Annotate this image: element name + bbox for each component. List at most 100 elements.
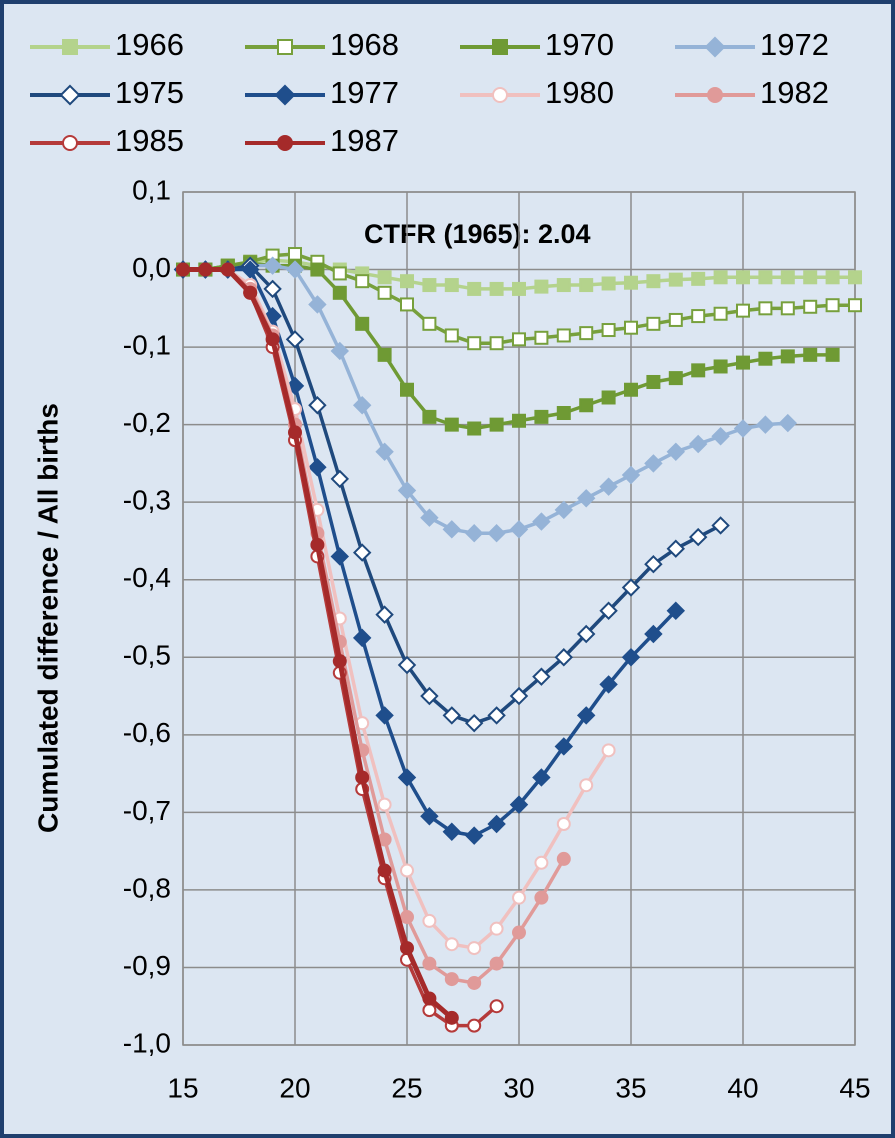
y-axis-label: Cumulated difference / All births	[32, 403, 63, 833]
marker	[263, 279, 282, 299]
marker	[848, 298, 862, 313]
marker	[422, 913, 437, 928]
marker	[422, 1003, 437, 1018]
y-tick-label: -0,1	[123, 329, 171, 360]
marker	[825, 270, 840, 285]
marker	[467, 421, 482, 436]
marker	[377, 347, 392, 362]
marker	[330, 547, 350, 566]
legend-marker	[492, 87, 508, 103]
marker	[554, 648, 574, 667]
marker	[355, 316, 370, 331]
marker	[780, 270, 795, 285]
y-tick-label: -0,7	[123, 795, 171, 826]
marker	[778, 413, 798, 433]
marker	[534, 855, 549, 870]
marker	[265, 332, 280, 347]
marker	[556, 278, 571, 293]
marker	[534, 409, 549, 424]
y-tick-label: -0,9	[123, 950, 171, 981]
marker	[599, 601, 618, 620]
marker	[554, 500, 574, 520]
legend-label: 1970	[545, 27, 614, 62]
marker	[579, 778, 594, 793]
marker	[330, 341, 350, 361]
marker	[713, 270, 728, 285]
marker	[512, 281, 526, 296]
marker	[489, 999, 504, 1014]
marker	[601, 390, 616, 405]
y-tick-label: -0,3	[123, 485, 171, 516]
marker	[400, 274, 414, 289]
marker	[733, 419, 753, 438]
marker	[352, 543, 372, 562]
legend-marker	[62, 39, 78, 55]
legend-marker	[492, 39, 508, 55]
marker	[646, 274, 661, 289]
legend-marker	[274, 84, 296, 106]
marker	[509, 520, 529, 539]
marker	[758, 351, 773, 366]
marker	[489, 956, 504, 971]
marker	[467, 975, 482, 990]
marker	[355, 274, 370, 289]
marker	[352, 396, 372, 415]
x-tick-label: 15	[167, 1072, 198, 1103]
x-tick-label: 35	[615, 1072, 646, 1103]
legend-marker	[59, 84, 81, 106]
x-tick-label: 40	[727, 1072, 758, 1103]
marker	[444, 972, 459, 987]
marker	[288, 425, 302, 440]
marker	[554, 737, 574, 756]
marker	[400, 297, 414, 312]
marker	[375, 605, 394, 624]
marker	[668, 371, 683, 386]
marker	[444, 417, 459, 432]
legend-label: 1975	[115, 75, 184, 110]
marker	[713, 306, 728, 321]
marker	[644, 555, 663, 574]
marker	[444, 278, 459, 293]
marker	[646, 374, 661, 389]
marker	[400, 941, 414, 956]
marker	[711, 427, 730, 446]
marker	[646, 316, 661, 331]
marker	[397, 481, 417, 500]
marker	[624, 320, 638, 335]
marker	[758, 301, 773, 316]
marker	[556, 851, 571, 866]
marker	[512, 925, 526, 940]
marker	[422, 956, 437, 971]
marker	[420, 508, 439, 527]
marker	[691, 271, 706, 286]
marker	[576, 706, 596, 725]
marker	[758, 270, 773, 285]
marker	[825, 347, 840, 362]
marker	[601, 743, 616, 758]
y-tick-label: -0,4	[123, 562, 171, 593]
legend-label: 1982	[760, 75, 829, 110]
series-line	[183, 263, 788, 535]
marker	[825, 298, 840, 313]
marker	[532, 512, 551, 531]
marker	[377, 285, 392, 300]
marker	[467, 941, 482, 956]
marker	[668, 272, 683, 287]
marker	[375, 442, 394, 461]
marker	[509, 686, 529, 706]
y-tick-label: 0,1	[132, 174, 171, 205]
marker	[624, 382, 638, 397]
marker	[310, 262, 325, 277]
marker	[198, 262, 213, 277]
marker	[599, 675, 618, 694]
legend-marker	[277, 39, 293, 55]
marker	[579, 398, 594, 413]
marker	[400, 382, 414, 397]
marker	[534, 279, 549, 294]
y-tick-label: -0,8	[123, 872, 171, 903]
legend-label: 1977	[330, 75, 399, 110]
legend-label: 1985	[115, 123, 184, 158]
marker	[534, 890, 549, 905]
marker	[576, 624, 596, 644]
annotation: CTFR (1965): 2.04	[364, 219, 591, 249]
